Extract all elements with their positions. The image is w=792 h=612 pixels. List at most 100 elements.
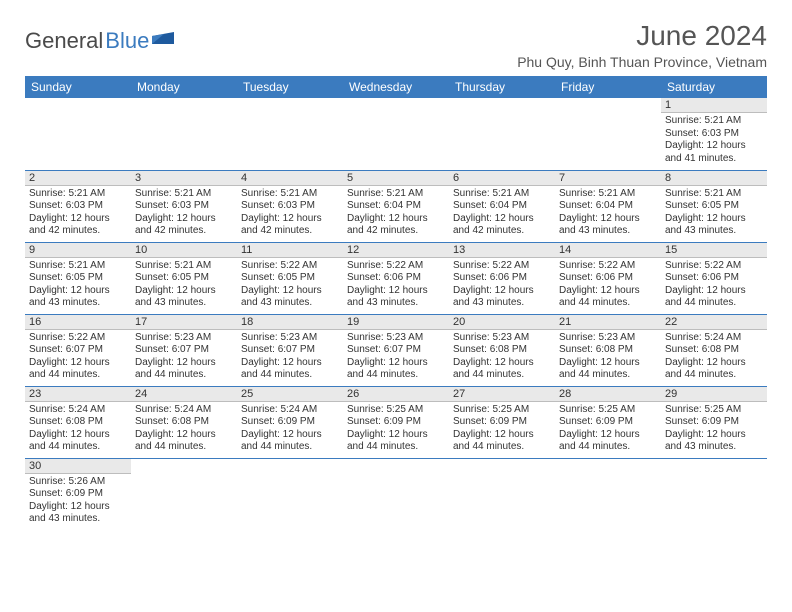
day-details: Sunrise: 5:24 AMSunset: 6:08 PMDaylight:…: [29, 404, 127, 454]
day-detail-line: Sunrise: 5:23 AM: [453, 332, 551, 345]
day-details: Sunrise: 5:23 AMSunset: 6:08 PMDaylight:…: [453, 332, 551, 382]
day-detail-line: Sunrise: 5:22 AM: [559, 260, 657, 273]
day-number-band: 4: [237, 171, 343, 186]
calendar-day-cell: 10Sunrise: 5:21 AMSunset: 6:05 PMDayligh…: [131, 242, 237, 314]
day-number-band: 13: [449, 243, 555, 258]
day-detail-line: and 44 minutes.: [559, 441, 657, 454]
day-number-band: 20: [449, 315, 555, 330]
calendar-day-cell: 18Sunrise: 5:23 AMSunset: 6:07 PMDayligh…: [237, 314, 343, 386]
weekday-header: Tuesday: [237, 76, 343, 98]
day-number: 7: [559, 172, 657, 184]
day-detail-line: Sunrise: 5:24 AM: [665, 332, 763, 345]
weekday-header-row: SundayMondayTuesdayWednesdayThursdayFrid…: [25, 76, 767, 98]
day-detail-line: Sunset: 6:09 PM: [453, 416, 551, 429]
day-detail-line: Daylight: 12 hours: [453, 285, 551, 298]
calendar-empty-cell: [237, 98, 343, 170]
title-block: June 2024 Phu Quy, Binh Thuan Province, …: [517, 20, 767, 70]
day-details: Sunrise: 5:24 AMSunset: 6:08 PMDaylight:…: [665, 332, 763, 382]
day-number-band: 22: [661, 315, 767, 330]
logo-text-1: General: [25, 28, 103, 54]
day-number-band: 21: [555, 315, 661, 330]
day-number: 27: [453, 388, 551, 400]
day-number: 11: [241, 244, 339, 256]
calendar-week-row: 16Sunrise: 5:22 AMSunset: 6:07 PMDayligh…: [25, 314, 767, 386]
day-details: Sunrise: 5:21 AMSunset: 6:03 PMDaylight:…: [135, 188, 233, 238]
day-detail-line: Daylight: 12 hours: [29, 357, 127, 370]
month-title: June 2024: [517, 20, 767, 52]
day-detail-line: Daylight: 12 hours: [135, 357, 233, 370]
day-detail-line: Sunrise: 5:23 AM: [347, 332, 445, 345]
calendar-day-cell: 4Sunrise: 5:21 AMSunset: 6:03 PMDaylight…: [237, 170, 343, 242]
day-detail-line: Sunrise: 5:25 AM: [453, 404, 551, 417]
day-detail-line: Sunrise: 5:24 AM: [241, 404, 339, 417]
day-detail-line: Sunset: 6:07 PM: [241, 344, 339, 357]
day-detail-line: Sunrise: 5:24 AM: [135, 404, 233, 417]
day-detail-line: and 43 minutes.: [559, 225, 657, 238]
calendar-empty-cell: [661, 458, 767, 530]
calendar-day-cell: 8Sunrise: 5:21 AMSunset: 6:05 PMDaylight…: [661, 170, 767, 242]
day-details: Sunrise: 5:21 AMSunset: 6:03 PMDaylight:…: [29, 188, 127, 238]
day-detail-line: Sunset: 6:09 PM: [559, 416, 657, 429]
calendar-empty-cell: [555, 458, 661, 530]
day-detail-line: Sunrise: 5:21 AM: [241, 188, 339, 201]
calendar-empty-cell: [25, 98, 131, 170]
calendar-empty-cell: [555, 98, 661, 170]
day-number-band: 2: [25, 171, 131, 186]
day-number: 20: [453, 316, 551, 328]
weekday-header: Saturday: [661, 76, 767, 98]
calendar-day-cell: 20 Sunrise: 5:23 AMSunset: 6:08 PMDayligh…: [449, 314, 555, 386]
day-detail-line: and 42 minutes.: [347, 225, 445, 238]
day-details: Sunrise: 5:25 AMSunset: 6:09 PMDaylight:…: [347, 404, 445, 454]
day-details: Sunrise: 5:25 AMSunset: 6:09 PMDaylight:…: [559, 404, 657, 454]
calendar-empty-cell: [449, 98, 555, 170]
day-detail-line: Daylight: 12 hours: [135, 285, 233, 298]
day-detail-line: and 43 minutes.: [347, 297, 445, 310]
day-detail-line: Sunset: 6:04 PM: [347, 200, 445, 213]
day-detail-line: Sunrise: 5:25 AM: [347, 404, 445, 417]
day-details: Sunrise: 5:23 AMSunset: 6:07 PMDaylight:…: [347, 332, 445, 382]
day-number-band: 15: [661, 243, 767, 258]
day-detail-line: and 44 minutes.: [29, 441, 127, 454]
day-detail-line: Sunrise: 5:21 AM: [559, 188, 657, 201]
day-detail-line: Sunset: 6:03 PM: [135, 200, 233, 213]
day-detail-line: Sunrise: 5:21 AM: [29, 260, 127, 273]
calendar-day-cell: 3 Sunrise: 5:21 AMSunset: 6:03 PMDaylight…: [131, 170, 237, 242]
calendar-week-row: 23 Sunrise: 5:24 AMSunset: 6:08 PMDayligh…: [25, 386, 767, 458]
day-number: 6: [453, 172, 551, 184]
day-detail-line: Daylight: 12 hours: [453, 213, 551, 226]
calendar-empty-cell: [343, 98, 449, 170]
calendar-empty-cell: [131, 98, 237, 170]
day-number-band: 16: [25, 315, 131, 330]
day-detail-line: Sunset: 6:07 PM: [135, 344, 233, 357]
day-number: 29: [665, 388, 763, 400]
calendar-day-cell: 2 Sunrise: 5:21 AMSunset: 6:03 PMDaylight…: [25, 170, 131, 242]
day-detail-line: Sunrise: 5:26 AM: [29, 476, 127, 489]
day-details: Sunrise: 5:21 AMSunset: 6:05 PMDaylight:…: [665, 188, 763, 238]
day-details: Sunrise: 5:21 AMSunset: 6:03 PMDaylight:…: [665, 115, 763, 165]
day-details: Sunrise: 5:21 AMSunset: 6:05 PMDaylight:…: [135, 260, 233, 310]
day-number-band: 23: [25, 387, 131, 402]
day-detail-line: Daylight: 12 hours: [241, 213, 339, 226]
day-detail-line: Sunrise: 5:23 AM: [241, 332, 339, 345]
day-detail-line: Sunset: 6:06 PM: [347, 272, 445, 285]
day-number: 21: [559, 316, 657, 328]
calendar-week-row: 9Sunrise: 5:21 AMSunset: 6:05 PMDaylight…: [25, 242, 767, 314]
weekday-header: Thursday: [449, 76, 555, 98]
day-detail-line: Daylight: 12 hours: [453, 429, 551, 442]
day-number-band: 1: [661, 98, 767, 113]
day-details: Sunrise: 5:22 AMSunset: 6:06 PMDaylight:…: [347, 260, 445, 310]
day-detail-line: Sunset: 6:08 PM: [559, 344, 657, 357]
calendar-day-cell: 22 Sunrise: 5:24 AMSunset: 6:08 PMDayligh…: [661, 314, 767, 386]
day-number: 3: [135, 172, 233, 184]
day-detail-line: and 43 minutes.: [665, 225, 763, 238]
day-details: Sunrise: 5:22 AMSunset: 6:06 PMDaylight:…: [665, 260, 763, 310]
day-number: 4: [241, 172, 339, 184]
day-detail-line: Daylight: 12 hours: [241, 285, 339, 298]
day-detail-line: Daylight: 12 hours: [135, 213, 233, 226]
day-detail-line: Daylight: 12 hours: [29, 285, 127, 298]
day-detail-line: Sunset: 6:08 PM: [665, 344, 763, 357]
day-number: 23: [29, 388, 127, 400]
logo-text-2: Blue: [105, 28, 149, 54]
weekday-header: Monday: [131, 76, 237, 98]
day-detail-line: Sunrise: 5:21 AM: [665, 188, 763, 201]
